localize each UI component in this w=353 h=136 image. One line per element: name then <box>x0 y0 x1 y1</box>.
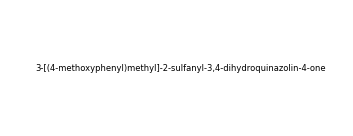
Text: 3-[(4-methoxyphenyl)methyl]-2-sulfanyl-3,4-dihydroquinazolin-4-one: 3-[(4-methoxyphenyl)methyl]-2-sulfanyl-3… <box>36 64 326 73</box>
